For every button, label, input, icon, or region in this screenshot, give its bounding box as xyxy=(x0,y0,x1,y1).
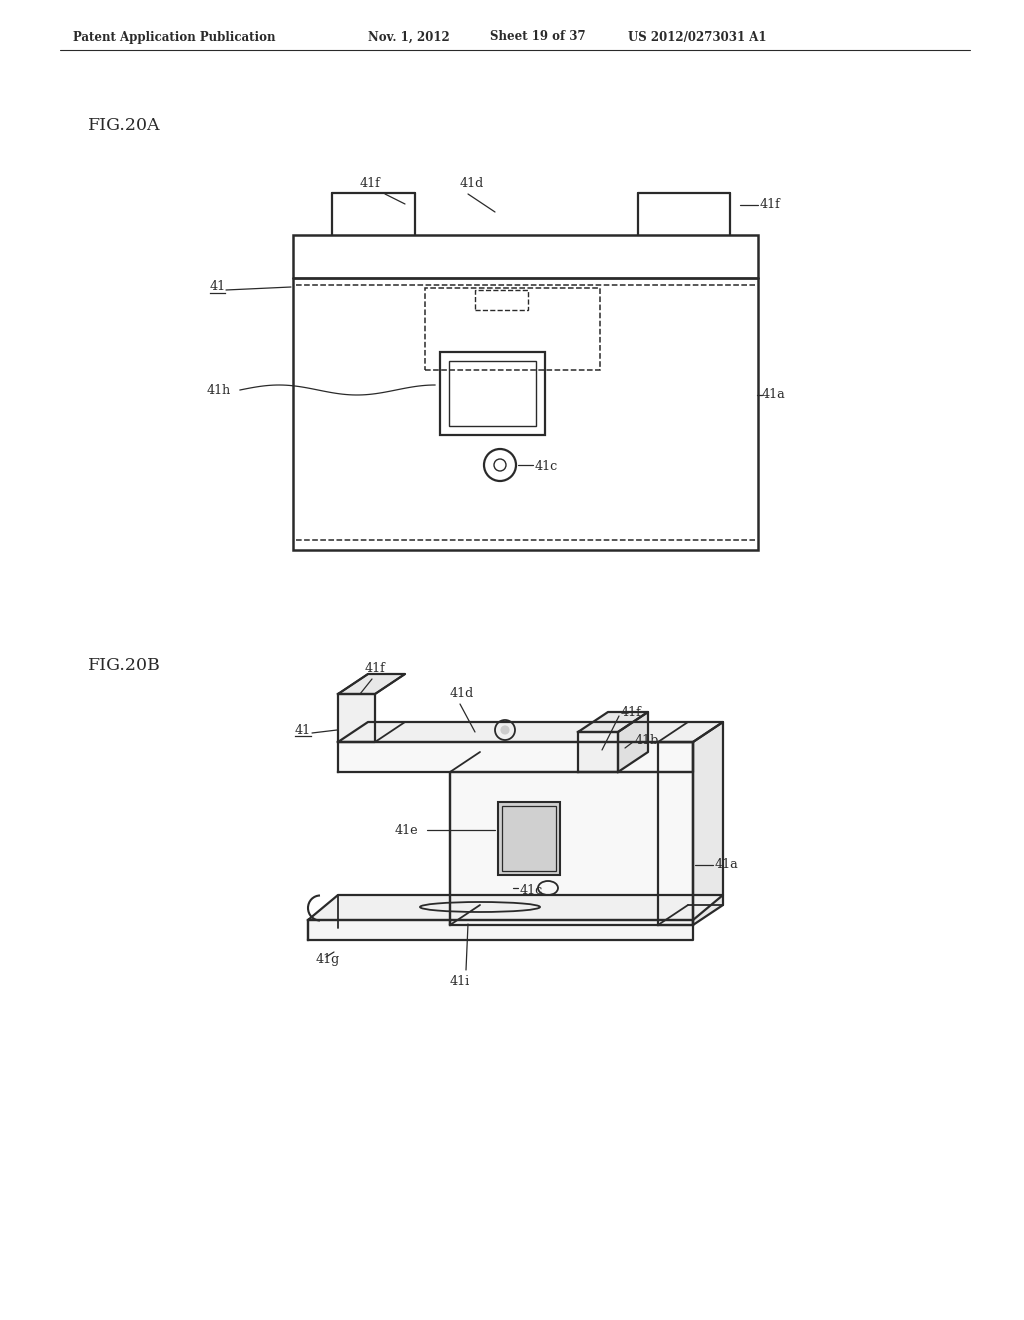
Polygon shape xyxy=(338,742,693,772)
Polygon shape xyxy=(308,895,723,920)
Text: 41i: 41i xyxy=(450,975,470,987)
Text: 41b: 41b xyxy=(635,734,659,747)
Text: 41: 41 xyxy=(210,281,226,293)
Polygon shape xyxy=(618,711,648,772)
Polygon shape xyxy=(338,694,375,742)
Text: 41a: 41a xyxy=(715,858,738,871)
Text: Sheet 19 of 37: Sheet 19 of 37 xyxy=(490,30,586,44)
Circle shape xyxy=(501,726,509,734)
Polygon shape xyxy=(338,675,406,694)
Text: 41f: 41f xyxy=(359,177,381,190)
Text: 41c: 41c xyxy=(535,459,558,473)
Text: 41d: 41d xyxy=(450,686,474,700)
Text: 41f: 41f xyxy=(365,663,385,675)
Text: 41: 41 xyxy=(295,723,311,737)
Polygon shape xyxy=(338,722,723,742)
Text: 41c: 41c xyxy=(520,883,544,896)
Text: 41a: 41a xyxy=(762,388,785,401)
Bar xyxy=(440,352,545,436)
Polygon shape xyxy=(450,772,693,925)
Polygon shape xyxy=(578,733,618,772)
Polygon shape xyxy=(578,711,648,733)
Polygon shape xyxy=(658,742,693,925)
Text: 41h: 41h xyxy=(207,384,231,396)
Text: US 2012/0273031 A1: US 2012/0273031 A1 xyxy=(628,30,767,44)
Text: 41d: 41d xyxy=(460,177,484,190)
Text: 41g: 41g xyxy=(316,953,340,966)
Polygon shape xyxy=(308,920,693,940)
Text: 41f: 41f xyxy=(621,706,642,719)
Text: 41f: 41f xyxy=(760,198,781,211)
Bar xyxy=(475,290,528,310)
Text: 41e: 41e xyxy=(395,824,419,837)
Polygon shape xyxy=(693,722,723,925)
Bar xyxy=(293,235,758,550)
Text: Patent Application Publication: Patent Application Publication xyxy=(73,30,275,44)
Bar xyxy=(449,360,536,426)
Bar xyxy=(425,288,600,370)
Text: FIG.20A: FIG.20A xyxy=(88,116,161,133)
Text: Nov. 1, 2012: Nov. 1, 2012 xyxy=(368,30,450,44)
Bar xyxy=(498,803,560,875)
Bar xyxy=(502,807,556,871)
Text: FIG.20B: FIG.20B xyxy=(88,656,161,673)
